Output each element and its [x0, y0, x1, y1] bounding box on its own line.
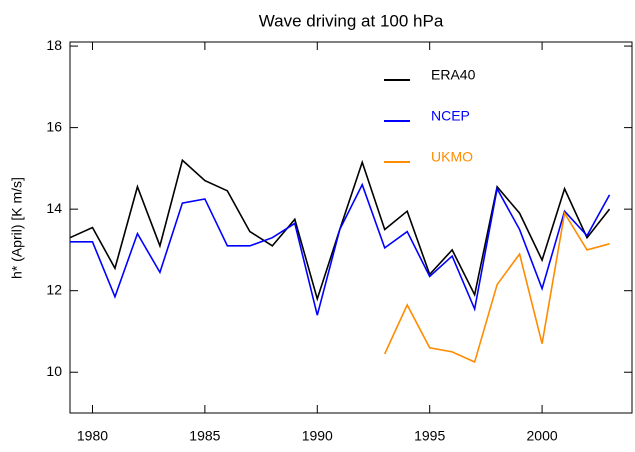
series-line [70, 182, 611, 316]
y-tick-label: 16 [46, 118, 62, 134]
y-tick-label: 14 [46, 200, 62, 216]
x-tick-label: 2000 [527, 428, 558, 444]
legend-label: NCEP [431, 108, 470, 124]
legend-label: UKMO [431, 149, 473, 165]
x-tick-label: 1980 [77, 428, 108, 444]
y-axis-label: h* (April) [K m/s] [9, 177, 25, 279]
chart-title: Wave driving at 100 hPa [259, 11, 444, 30]
x-tick-label: 1985 [189, 428, 220, 444]
x-tick-label: 1995 [414, 428, 445, 444]
x-tick-label: 1990 [302, 428, 333, 444]
legend-label: ERA40 [431, 67, 476, 83]
y-tick-label: 12 [46, 281, 62, 297]
plot-frame [69, 41, 633, 414]
y-tick-label: 18 [46, 37, 62, 53]
y-tick-label: 10 [46, 363, 62, 379]
series-line [383, 211, 610, 364]
